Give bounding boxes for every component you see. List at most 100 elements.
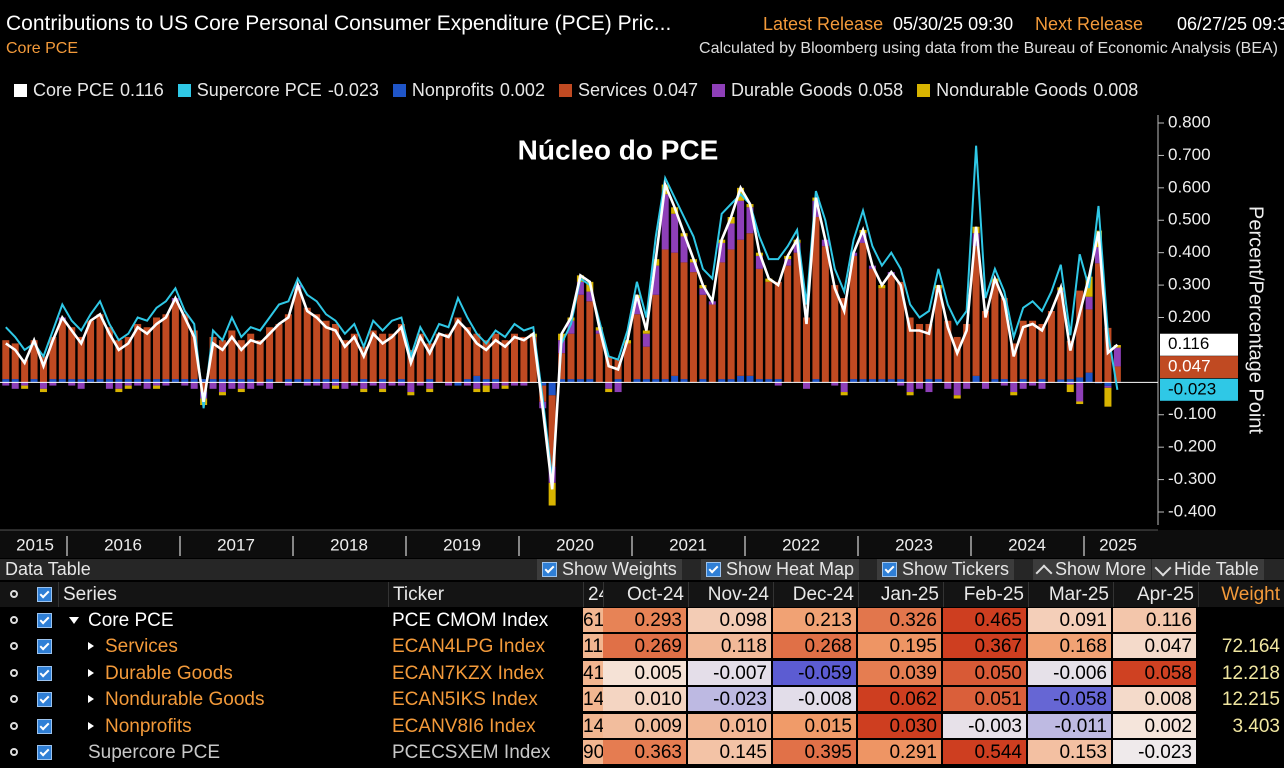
expand-icon[interactable] [88, 721, 94, 730]
header-check[interactable] [37, 587, 52, 602]
bar [482, 382, 490, 386]
bar [642, 330, 650, 334]
expand-icon[interactable] [88, 642, 94, 651]
heat-cell: 0.058 [1113, 660, 1197, 686]
bar [171, 379, 179, 383]
bar [737, 200, 745, 240]
bar [548, 482, 556, 506]
bar [652, 294, 660, 380]
bar [379, 382, 387, 389]
bar [624, 343, 632, 383]
bar [153, 385, 161, 389]
bar [143, 379, 151, 383]
bar [303, 307, 311, 380]
bar [774, 379, 782, 383]
legend-swatch [558, 84, 572, 97]
bar [407, 392, 415, 396]
bar [944, 382, 952, 389]
heat-cell: -0.003 [943, 713, 1027, 739]
bar [755, 379, 763, 383]
row-pin[interactable] [10, 642, 18, 651]
bar [1076, 290, 1084, 378]
toolbar-button[interactable]: Show Heat Map [701, 559, 860, 580]
bar [237, 382, 245, 389]
toolbar-label: Show More [1055, 559, 1147, 579]
heat-cell: -0.008 [773, 687, 857, 713]
bar [143, 382, 151, 389]
bar [181, 379, 189, 383]
bar [718, 242, 726, 263]
bar [755, 255, 763, 269]
column-header: Mar-25 [1028, 582, 1113, 607]
bar [332, 323, 339, 380]
bar [774, 382, 782, 386]
toolbar-button[interactable]: Show Weights [537, 559, 682, 580]
row-check[interactable] [37, 639, 52, 655]
bar [124, 382, 132, 386]
bar [661, 379, 669, 383]
bar [1095, 263, 1103, 383]
bar [671, 213, 679, 253]
toolbar-button[interactable]: Show More [1033, 559, 1152, 581]
bar [1019, 382, 1027, 389]
toolbar-button[interactable]: Show Tickers [877, 559, 1015, 580]
bar [11, 382, 19, 389]
bar [350, 333, 358, 383]
column-header: Weight [1198, 582, 1284, 607]
bar [680, 236, 688, 263]
bar [868, 268, 876, 380]
bar [981, 311, 989, 383]
bar [520, 382, 528, 386]
y-tick-label: -0.100 [1168, 404, 1216, 423]
row-check[interactable] [37, 745, 52, 760]
legend-name: Nondurable Goods [936, 80, 1088, 100]
bar [850, 255, 858, 380]
bar [39, 388, 47, 393]
bar [2, 379, 10, 383]
x-tick-label: 2022 [782, 535, 820, 554]
bar [482, 340, 490, 380]
next-value: 06/27/25 09:30 [1177, 14, 1284, 34]
row-pin[interactable] [10, 616, 18, 624]
bar [529, 336, 537, 383]
row-check[interactable] [37, 692, 52, 708]
plot [0, 145, 1158, 506]
heat-cell: 0.010 [603, 687, 687, 713]
bar [784, 259, 792, 266]
row-pin[interactable] [10, 721, 18, 730]
series-name: Supercore PCE [88, 742, 221, 763]
bar [49, 382, 57, 386]
bar [134, 382, 142, 386]
value-tag [1160, 333, 1238, 356]
bar [991, 379, 999, 383]
expand-icon[interactable] [88, 695, 94, 704]
expand-icon[interactable] [69, 617, 79, 624]
toolbar-button[interactable]: Hide Table [1152, 559, 1264, 580]
row-pin[interactable] [10, 748, 18, 756]
row-pin[interactable] [10, 668, 18, 677]
row-check[interactable] [37, 718, 52, 734]
ticker: PCE CMOM Index [392, 610, 549, 631]
row-check[interactable] [37, 613, 52, 628]
bar [906, 317, 914, 383]
bar [397, 382, 405, 386]
legend-item: Supercore PCE -0.023 [177, 80, 379, 101]
value-tag-label: -0.023 [1168, 379, 1216, 398]
toolbar-label: Hide Table [1174, 559, 1259, 579]
column-header: Nov-24 [688, 582, 773, 607]
row-pin[interactable] [10, 695, 18, 704]
bar [652, 379, 660, 383]
ticker: ECANV8I6 Index [392, 715, 536, 737]
row-check[interactable] [37, 665, 52, 681]
bar [77, 382, 85, 389]
bar [115, 388, 123, 393]
heat-cell: 0.047 [1113, 634, 1197, 660]
heat-cell: 0.326 [858, 608, 942, 633]
expand-icon[interactable] [88, 668, 94, 677]
bar [1113, 366, 1121, 382]
bar [972, 375, 980, 383]
column-header: Ticker [388, 582, 583, 607]
bar [821, 246, 829, 383]
series-name: Nonprofits [105, 715, 192, 737]
